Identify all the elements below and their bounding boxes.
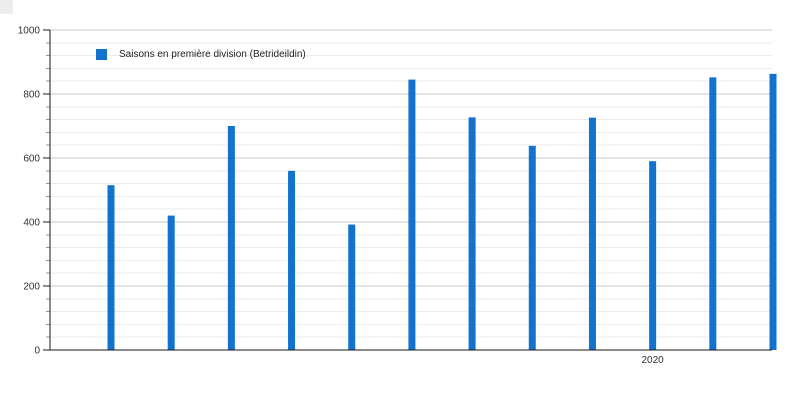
- legend-item[interactable]: Saisons en première division (Betrideild…: [96, 49, 306, 60]
- legend-label: Saisons en première division (Betrideild…: [119, 49, 306, 60]
- bar[interactable]: [769, 73, 777, 350]
- bar[interactable]: [227, 126, 235, 350]
- bar[interactable]: [107, 185, 115, 350]
- bar[interactable]: [348, 224, 356, 350]
- bar[interactable]: [709, 77, 717, 351]
- bar[interactable]: [588, 117, 596, 351]
- bar[interactable]: [408, 79, 416, 350]
- bar[interactable]: [649, 161, 657, 350]
- y-axis-tick-label: 0: [34, 346, 40, 357]
- bar[interactable]: [288, 170, 296, 350]
- bar[interactable]: [528, 145, 536, 350]
- ui-corner-artifact: [0, 0, 13, 14]
- y-axis-tick-label: 600: [23, 154, 40, 165]
- bar[interactable]: [167, 215, 175, 350]
- y-axis-tick-label: 1000: [18, 26, 41, 37]
- y-axis-tick-label: 400: [23, 218, 40, 229]
- x-axis-tick-label: 2020: [642, 355, 665, 366]
- y-axis-tick-label: 200: [23, 282, 40, 293]
- legend-swatch-icon: [96, 49, 107, 60]
- y-axis-tick-label: 800: [23, 90, 40, 101]
- bar[interactable]: [468, 117, 476, 350]
